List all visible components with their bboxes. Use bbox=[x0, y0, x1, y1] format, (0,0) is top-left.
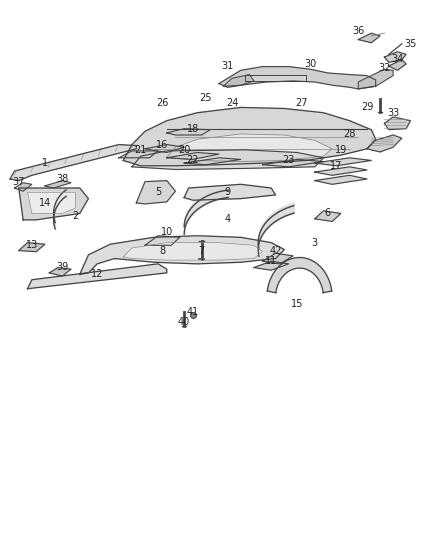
Polygon shape bbox=[167, 152, 219, 159]
Polygon shape bbox=[123, 243, 262, 260]
Polygon shape bbox=[132, 150, 323, 169]
Text: 35: 35 bbox=[404, 39, 417, 49]
Text: 33: 33 bbox=[387, 108, 399, 118]
Text: 31: 31 bbox=[222, 61, 234, 71]
Polygon shape bbox=[28, 192, 75, 214]
Text: 37: 37 bbox=[13, 176, 25, 187]
Text: 12: 12 bbox=[91, 270, 103, 279]
Polygon shape bbox=[184, 184, 276, 200]
Polygon shape bbox=[315, 211, 341, 221]
Polygon shape bbox=[167, 128, 210, 135]
Polygon shape bbox=[389, 60, 406, 70]
Text: 38: 38 bbox=[56, 174, 68, 184]
Polygon shape bbox=[184, 158, 241, 165]
Polygon shape bbox=[80, 236, 284, 274]
Polygon shape bbox=[145, 236, 180, 245]
Polygon shape bbox=[45, 181, 71, 188]
Text: 23: 23 bbox=[283, 156, 295, 165]
Text: 26: 26 bbox=[156, 98, 169, 108]
Text: 42: 42 bbox=[269, 246, 282, 256]
Polygon shape bbox=[385, 52, 406, 62]
Text: 20: 20 bbox=[178, 145, 191, 155]
Text: 10: 10 bbox=[161, 227, 173, 237]
Text: 28: 28 bbox=[343, 129, 356, 139]
Polygon shape bbox=[358, 33, 380, 43]
Text: 27: 27 bbox=[296, 98, 308, 108]
Polygon shape bbox=[385, 117, 410, 130]
Text: 6: 6 bbox=[325, 208, 331, 219]
Text: 9: 9 bbox=[225, 187, 231, 197]
Polygon shape bbox=[262, 159, 323, 167]
Polygon shape bbox=[262, 253, 293, 264]
Polygon shape bbox=[245, 75, 306, 81]
Text: 1: 1 bbox=[42, 158, 48, 168]
Text: 36: 36 bbox=[352, 26, 364, 36]
Polygon shape bbox=[136, 181, 176, 204]
Polygon shape bbox=[14, 183, 32, 191]
Text: 4: 4 bbox=[225, 214, 231, 224]
Text: 40: 40 bbox=[178, 317, 190, 327]
Polygon shape bbox=[254, 261, 289, 270]
Text: 29: 29 bbox=[361, 102, 373, 112]
Polygon shape bbox=[19, 243, 45, 252]
Text: 18: 18 bbox=[187, 124, 199, 134]
Text: 7: 7 bbox=[198, 246, 205, 256]
Text: 34: 34 bbox=[391, 54, 403, 63]
Text: 32: 32 bbox=[378, 63, 391, 72]
Text: 8: 8 bbox=[159, 246, 166, 256]
Text: 19: 19 bbox=[335, 145, 347, 155]
Text: 25: 25 bbox=[200, 93, 212, 103]
Text: 39: 39 bbox=[56, 262, 68, 271]
Text: 41: 41 bbox=[187, 306, 199, 317]
Polygon shape bbox=[119, 151, 158, 158]
Text: 24: 24 bbox=[226, 98, 238, 108]
Polygon shape bbox=[267, 257, 332, 293]
Polygon shape bbox=[49, 268, 71, 276]
Polygon shape bbox=[367, 135, 402, 152]
Text: 21: 21 bbox=[134, 145, 147, 155]
Polygon shape bbox=[123, 108, 376, 166]
Text: 16: 16 bbox=[156, 140, 169, 150]
Text: 22: 22 bbox=[187, 156, 199, 165]
Polygon shape bbox=[19, 188, 88, 220]
Text: 2: 2 bbox=[72, 211, 78, 221]
Polygon shape bbox=[315, 167, 367, 175]
Polygon shape bbox=[358, 69, 393, 89]
Polygon shape bbox=[315, 158, 371, 166]
Text: 14: 14 bbox=[39, 198, 51, 208]
Polygon shape bbox=[28, 264, 167, 289]
Text: 5: 5 bbox=[155, 187, 161, 197]
Text: 17: 17 bbox=[330, 161, 343, 171]
Polygon shape bbox=[219, 67, 376, 89]
Text: 11: 11 bbox=[265, 256, 277, 266]
Polygon shape bbox=[10, 144, 136, 181]
Text: 13: 13 bbox=[26, 240, 38, 251]
Polygon shape bbox=[167, 134, 332, 161]
Text: 15: 15 bbox=[291, 298, 304, 309]
Polygon shape bbox=[223, 75, 254, 86]
Polygon shape bbox=[145, 144, 184, 152]
Text: 3: 3 bbox=[312, 238, 318, 248]
Text: 30: 30 bbox=[304, 59, 317, 69]
Polygon shape bbox=[315, 175, 367, 184]
